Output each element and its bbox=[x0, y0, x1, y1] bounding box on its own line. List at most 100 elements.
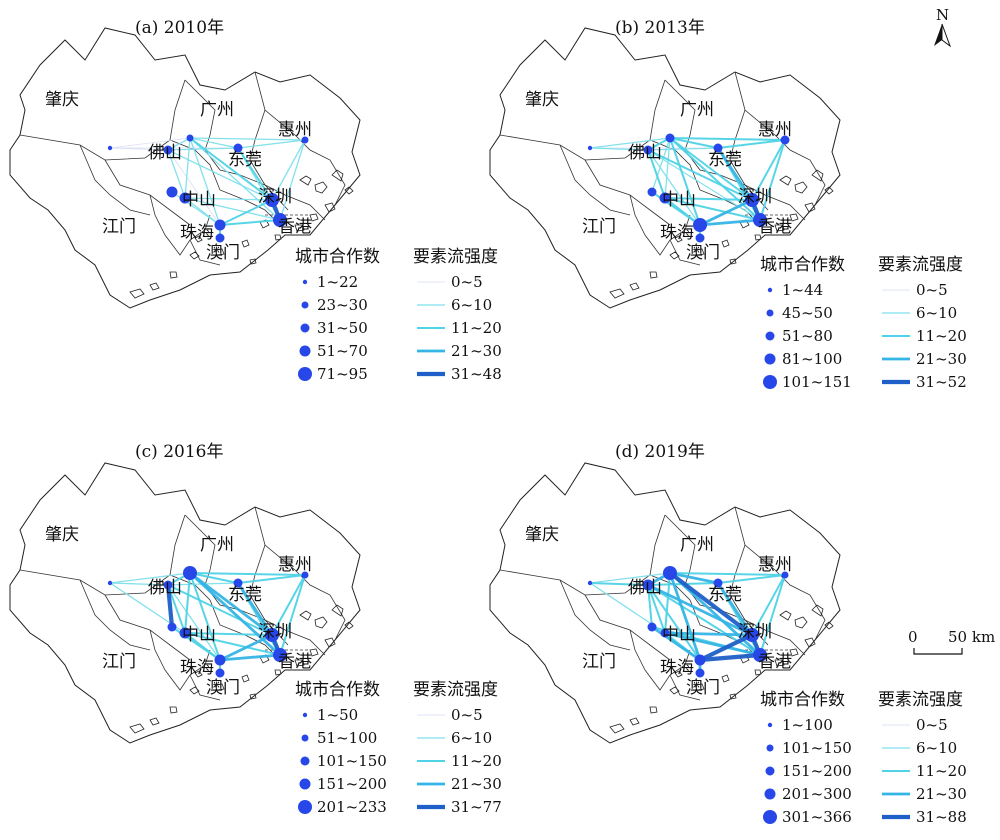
scale-zero: 0 bbox=[908, 628, 918, 646]
panel-title: (b) 2013年 bbox=[615, 18, 705, 38]
legend-flow-label: 6~10 bbox=[916, 739, 957, 757]
node-zhuhai bbox=[214, 219, 226, 231]
legend-node-symbol bbox=[300, 323, 310, 333]
panel-title: (d) 2019年 bbox=[615, 442, 705, 462]
flow-guangzhou-shenzhen bbox=[189, 137, 273, 201]
legend-flow-label: 11~20 bbox=[916, 327, 967, 345]
city-label-zhongshan: 中山 bbox=[662, 190, 696, 210]
legend-node-symbol bbox=[301, 734, 309, 742]
city-label-guangzhou: 广州 bbox=[200, 535, 234, 555]
legend-flow-label: 21~30 bbox=[451, 342, 502, 360]
node-huizhou bbox=[301, 136, 309, 144]
node-jiangmen bbox=[647, 622, 657, 632]
scale-bar: 0 50 km bbox=[908, 628, 995, 655]
node-huizhou bbox=[780, 135, 790, 145]
legend-node-label: 51~80 bbox=[782, 327, 833, 345]
legend-node-symbol bbox=[766, 309, 774, 317]
flow-zhuhai-hongkong bbox=[219, 219, 281, 226]
scale-distance: 50 km bbox=[948, 628, 995, 646]
node-foshan bbox=[163, 145, 173, 155]
node-hongkong bbox=[273, 648, 287, 662]
node-hongkong bbox=[273, 213, 287, 227]
legend-node-label: 1~50 bbox=[317, 706, 358, 724]
node-huizhou bbox=[781, 571, 789, 579]
flow-huizhou-hongkong bbox=[759, 574, 786, 656]
flow-guangzhou-zhongshan bbox=[184, 572, 191, 634]
flow-foshan-zhuhai bbox=[167, 149, 221, 226]
city-label-zhongshan: 中山 bbox=[662, 625, 696, 645]
city-label-huizhou: 惠州 bbox=[758, 555, 792, 575]
city-label-macau: 澳门 bbox=[686, 243, 720, 263]
legend-node-symbol bbox=[766, 744, 774, 752]
flow-foshan-jiangmen bbox=[647, 584, 653, 628]
city-label-foshan: 佛山 bbox=[148, 143, 182, 163]
node-guangzhou bbox=[665, 133, 675, 143]
city-label-hongkong: 香港 bbox=[278, 217, 312, 237]
flow-foshan-zhongshan bbox=[647, 149, 666, 199]
legend: 城市合作数 要素流强度 1~50 51~100 101~150 151~200 201~23… bbox=[295, 680, 502, 816]
base-map bbox=[9, 462, 361, 744]
legend-node-symbol bbox=[765, 766, 775, 776]
flow-foshan-shenzhen bbox=[167, 149, 273, 201]
flow-shenzhen-zhongshan bbox=[184, 197, 273, 201]
flow-guangzhou-dongguan bbox=[189, 572, 239, 584]
legend-node-label: 51~70 bbox=[317, 342, 368, 360]
flow-zhaoqing-foshan bbox=[589, 582, 649, 586]
flow-guangzhou-huizhou bbox=[189, 137, 306, 141]
legend-node-label: 301~366 bbox=[782, 808, 852, 826]
flow-jiangmen-guangzhou bbox=[651, 137, 671, 193]
flow-shenzhen-zhongshan bbox=[664, 197, 753, 201]
legend-node-label: 23~30 bbox=[317, 296, 368, 314]
flow-huizhou-hongkong bbox=[279, 574, 306, 656]
flow-foshan-hongkong bbox=[647, 149, 761, 221]
flow-huizhou-dongguan bbox=[237, 574, 306, 584]
node-guangzhou bbox=[186, 134, 194, 142]
node-macau bbox=[215, 233, 225, 243]
legend-node-symbol bbox=[299, 345, 311, 357]
node-zhuhai bbox=[693, 218, 707, 232]
flow-shenzhen-dongguan bbox=[237, 147, 273, 201]
flow-zhuhai-hongkong bbox=[218, 653, 282, 662]
city-label-shenzhen: 深圳 bbox=[738, 622, 772, 642]
flow-zhaoqing-foshan bbox=[109, 582, 169, 586]
city-label-shenzhen: 深圳 bbox=[738, 187, 772, 207]
legend-node-symbol bbox=[763, 810, 777, 824]
city-label-shenzhen: 深圳 bbox=[258, 622, 292, 642]
city-label-zhongshan: 中山 bbox=[182, 625, 216, 645]
node-macau bbox=[215, 668, 225, 678]
legend-cooperation-header: 城市合作数 bbox=[295, 680, 380, 700]
flow-guangzhou-dongguan bbox=[669, 137, 719, 149]
node-macau bbox=[695, 233, 705, 243]
north-label: N bbox=[936, 6, 949, 24]
flow-guangzhou-huizhou bbox=[669, 137, 786, 141]
flow-guangzhou-zhuhai bbox=[189, 572, 221, 661]
legend-node-symbol bbox=[298, 367, 312, 381]
legend-flow-label: 11~20 bbox=[916, 762, 967, 780]
flow-shenzhen-zhongshan bbox=[663, 631, 754, 637]
legend-flow-label: 0~5 bbox=[451, 273, 483, 291]
city-label-huizhou: 惠州 bbox=[758, 120, 792, 140]
legend-cooperation-header: 城市合作数 bbox=[295, 247, 380, 267]
node-zhuhai bbox=[694, 654, 706, 666]
node-foshan bbox=[643, 145, 653, 155]
node-shenzhen bbox=[745, 193, 759, 207]
legend-flow-label: 21~30 bbox=[916, 785, 967, 803]
city-label-zhaoqing: 肇庆 bbox=[45, 90, 79, 110]
flow-lines bbox=[589, 570, 786, 675]
flow-foshan-jiangmen bbox=[165, 582, 175, 630]
legend-flow-label: 21~30 bbox=[451, 775, 502, 793]
flow-shenzhen-zhuhai bbox=[218, 633, 274, 662]
flow-jiangmen-zhuhai bbox=[650, 625, 702, 662]
city-label-hongkong: 香港 bbox=[758, 652, 792, 672]
node-zhongshan bbox=[660, 628, 670, 638]
flow-guangzhou-hongkong bbox=[188, 571, 282, 657]
city-label-hongkong: 香港 bbox=[758, 217, 792, 237]
legend-node-symbol bbox=[300, 756, 310, 766]
flow-foshan-zhuhai bbox=[647, 584, 701, 661]
node-shenzhen bbox=[265, 193, 279, 207]
city-label-foshan: 佛山 bbox=[628, 578, 662, 598]
